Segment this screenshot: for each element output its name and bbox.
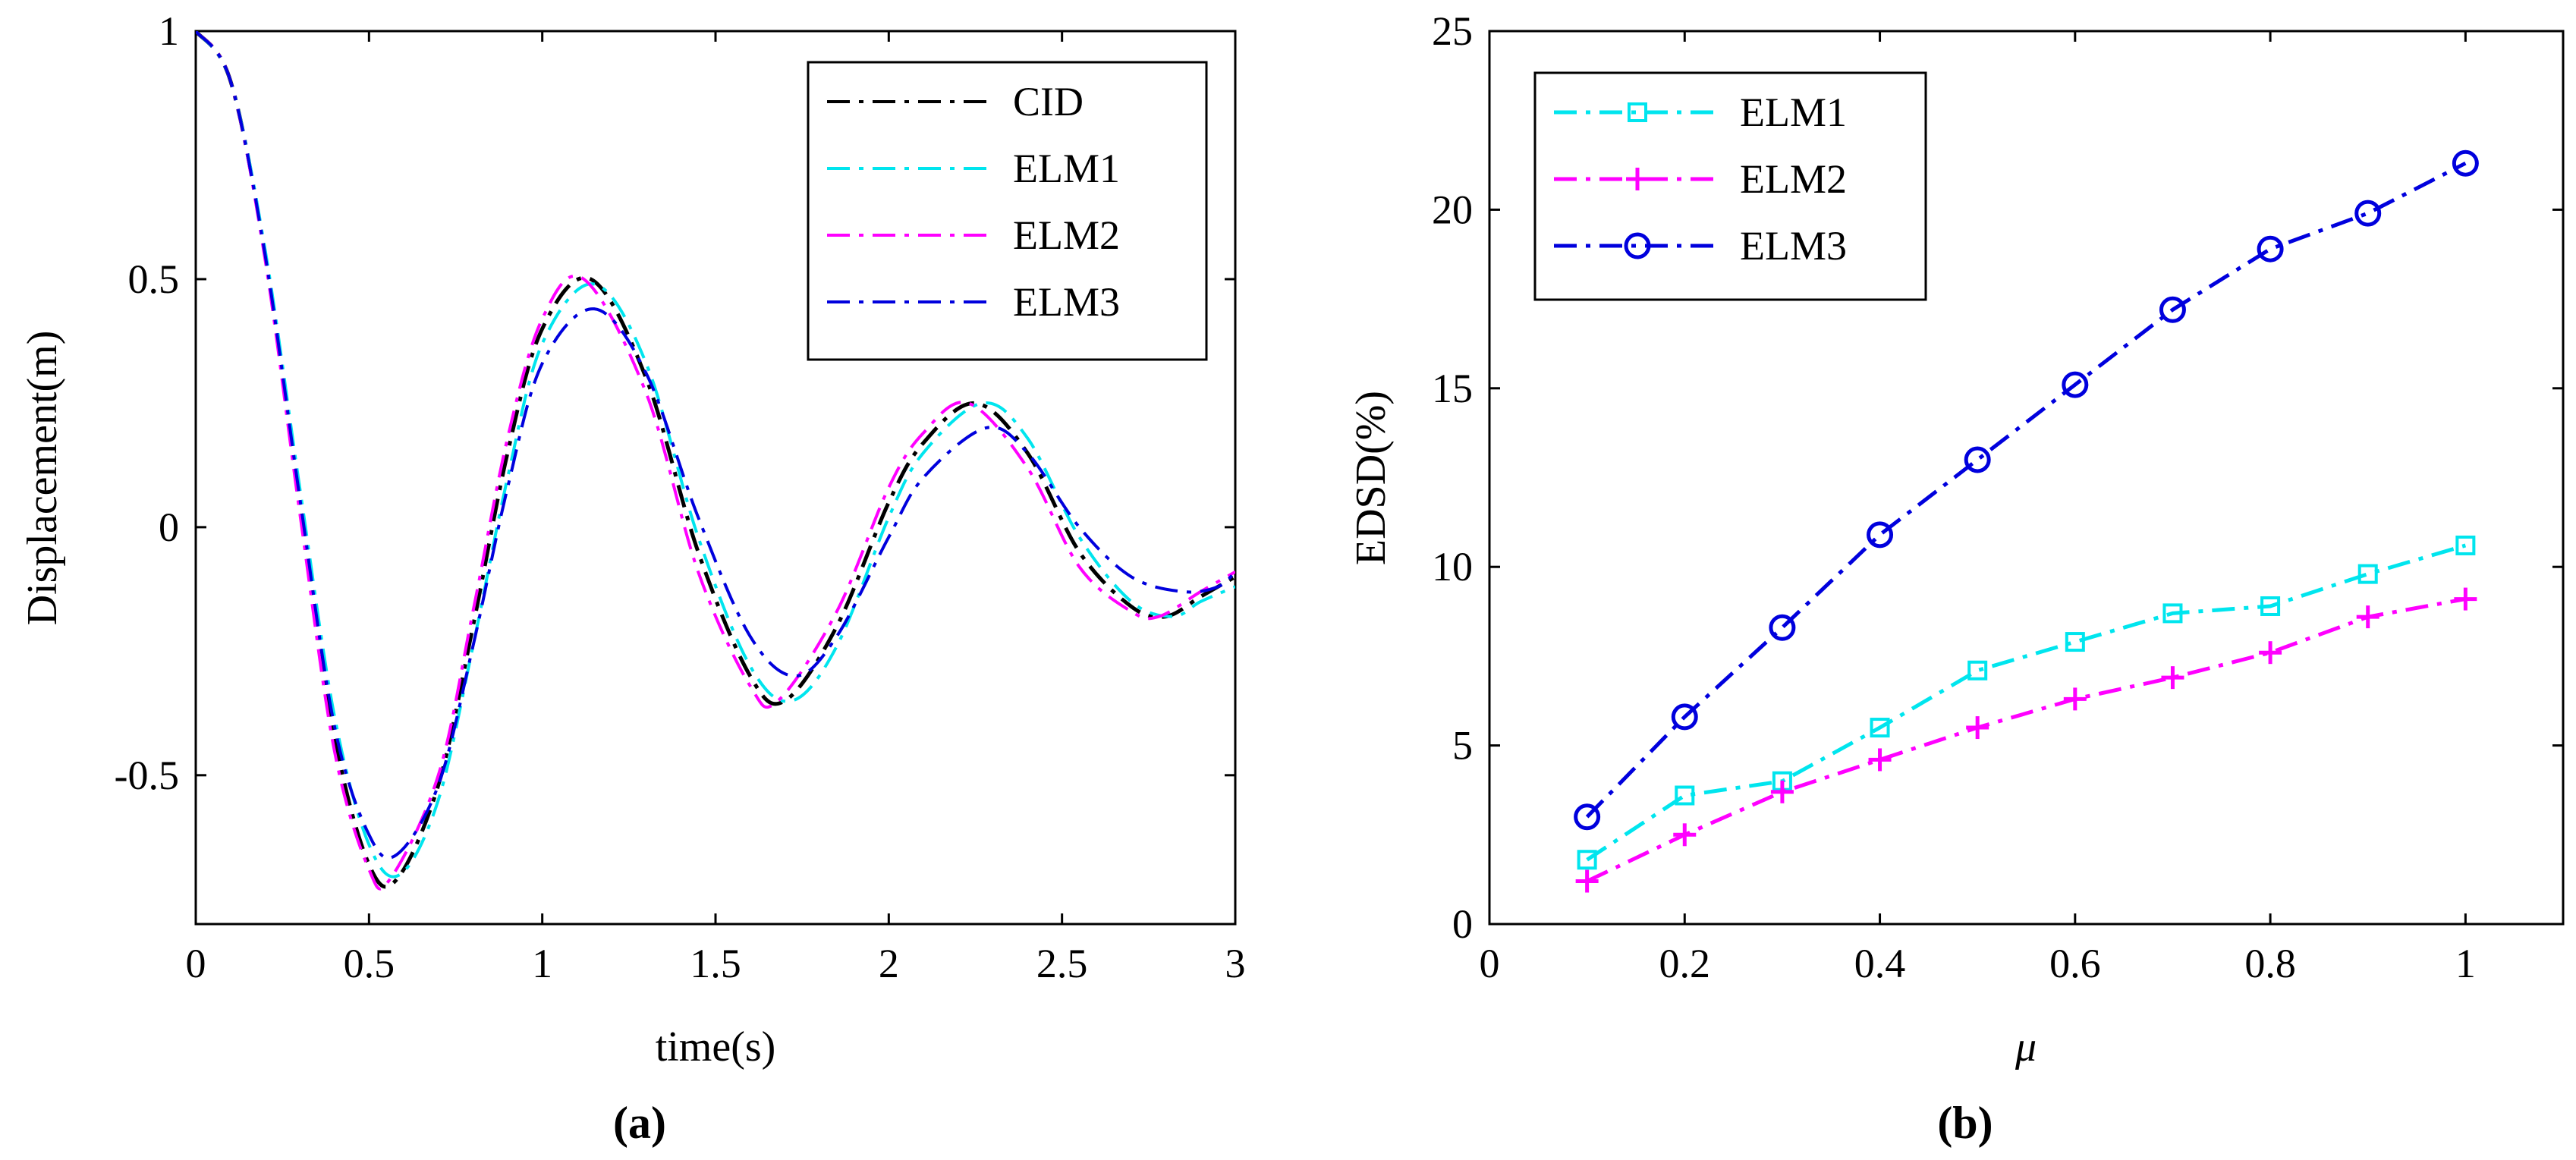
circle-marker: [2062, 371, 2089, 398]
x-tick-label: 0.4: [1854, 941, 1906, 986]
square-marker: [2162, 603, 2183, 624]
circle-marker: [1574, 803, 1601, 831]
panel-a-y-axis-label: Displacement(m): [19, 331, 66, 626]
panel-a-plot-area: 0 0.5 1 1.5 2 2.5 3 -0.5 0 0.5 1: [115, 8, 1246, 986]
panel-a-label: (a): [613, 1098, 666, 1148]
legend-box: [807, 61, 1208, 361]
square-marker: [1628, 102, 1647, 122]
series-elm2: [1575, 587, 2477, 893]
y-tick-label: 0: [159, 505, 179, 550]
panel-a-legend: CID ELM1 ELM2 ELM3: [807, 61, 1208, 361]
x-tick-label: 0: [186, 941, 206, 986]
legend-label-elm2: ELM2: [1013, 212, 1120, 258]
panel-b-legend: ELM1 ELM2 ELM3: [1533, 71, 1927, 301]
square-marker: [2357, 564, 2378, 584]
y-tick-label: -0.5: [115, 753, 179, 798]
series-line-elm2: [1586, 597, 2466, 883]
panel-b-x-axis-label: μ: [2015, 1023, 2037, 1070]
plus-marker: [2259, 641, 2282, 665]
series-elm3: [1574, 149, 2479, 831]
plus-marker: [1673, 823, 1697, 847]
panel-b-label: (b): [1937, 1098, 1993, 1148]
series-line-elm2: [196, 31, 1235, 891]
series-line-elm1: [1586, 543, 2467, 862]
y-tick-label: 15: [1432, 366, 1473, 411]
plus-marker: [1966, 716, 1989, 740]
plus-marker: [2356, 605, 2379, 629]
plus-marker: [1770, 780, 1794, 803]
circle-marker: [2452, 149, 2479, 177]
panel-a-series-group: [196, 31, 1235, 891]
legend-label-elm3: ELM3: [1013, 279, 1120, 325]
x-tick-label: 1: [532, 941, 552, 986]
y-tick-label: 20: [1432, 187, 1473, 232]
x-tick-label: 0.5: [344, 941, 395, 986]
series-line-elm1: [196, 31, 1235, 879]
legend-label-cid: CID: [1013, 79, 1084, 124]
square-marker: [2455, 535, 2476, 555]
plus-marker: [1626, 168, 1649, 190]
square-marker: [1675, 785, 1695, 806]
x-tick-label: 0.8: [2244, 941, 2296, 986]
circle-marker: [1769, 614, 1796, 641]
plus-marker: [1575, 869, 1599, 893]
plus-marker: [2454, 587, 2477, 611]
x-tick-label: 1.5: [690, 941, 741, 986]
square-marker: [1967, 660, 1988, 681]
panel-b-y-axis-label: EDSD(%): [1348, 391, 1395, 565]
square-marker: [1870, 718, 1890, 738]
plus-marker: [2161, 666, 2184, 690]
x-tick-label: 2.5: [1036, 941, 1088, 986]
y-tick-label: 10: [1432, 544, 1473, 589]
x-tick-label: 3: [1225, 941, 1246, 986]
legend-box: [1533, 71, 1927, 301]
plus-marker: [2063, 687, 2087, 711]
x-tick-label: 0.6: [2049, 941, 2101, 986]
y-tick-label: 0: [1452, 901, 1473, 947]
panel-a-x-axis-label: time(s): [656, 1023, 776, 1070]
y-tick-label: 1: [159, 8, 179, 54]
circle-marker: [1867, 521, 1894, 549]
series-line-elm3: [196, 31, 1235, 860]
legend-label-elm1: ELM1: [1740, 90, 1847, 135]
y-tick-label: 0.5: [128, 256, 180, 302]
legend-label-elm2: ELM2: [1740, 156, 1847, 202]
x-tick-label: 2: [879, 941, 899, 986]
square-marker: [1577, 850, 1597, 870]
x-tick-label: 0: [1480, 941, 1500, 986]
square-marker: [2065, 632, 2085, 652]
y-tick-label: 5: [1452, 723, 1473, 769]
x-tick-label: 1: [2455, 941, 2476, 986]
circle-marker: [2354, 200, 2382, 227]
circle-marker: [1624, 232, 1651, 259]
legend-label-elm3: ELM3: [1740, 223, 1847, 269]
panel-a-chart: 0 0.5 1 1.5 2 2.5 3 -0.5 0 0.5 1 CID ELM1 ELM2 ELM3 t…: [19, 8, 1246, 1148]
square-marker: [2260, 596, 2281, 616]
x-tick-label: 0.2: [1659, 941, 1711, 986]
legend-label-elm1: ELM1: [1013, 146, 1120, 191]
series-line-elm3: [1585, 161, 2467, 819]
circle-marker: [1964, 446, 1991, 473]
circle-marker: [2257, 235, 2284, 262]
plus-marker: [1868, 748, 1892, 772]
y-tick-label: 25: [1432, 8, 1473, 54]
circle-marker: [1671, 703, 1698, 731]
circle-marker: [2159, 296, 2186, 323]
